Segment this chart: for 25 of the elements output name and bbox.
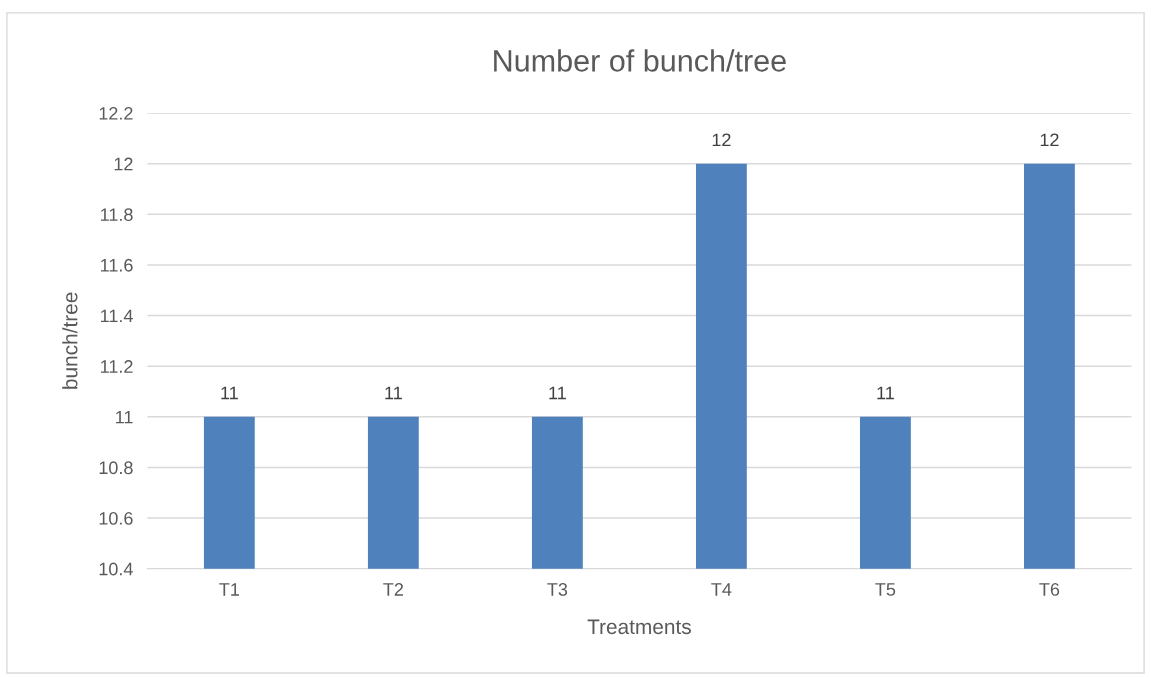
data-label: 11 — [221, 386, 238, 400]
y-tick-label: 10.8 — [99, 461, 133, 475]
x-tick-label: T3 — [547, 583, 568, 596]
y-tick-label: 11.6 — [101, 258, 133, 272]
data-label: 12 — [712, 133, 731, 147]
x-tick-label: T4 — [711, 583, 732, 596]
x-tick-label: T2 — [383, 583, 403, 596]
data-label: 11 — [385, 386, 402, 400]
y-tick-label: 10.4 — [99, 562, 133, 576]
data-label: 11 — [877, 386, 894, 400]
y-tick-label: 11.2 — [101, 360, 133, 373]
y-axis-title: bunch/tree — [62, 292, 78, 389]
x-tick-label: T1 — [219, 583, 239, 596]
y-tick-label: 11.8 — [101, 208, 133, 222]
x-tick-label: T5 — [875, 583, 896, 596]
x-tick-label: T6 — [1039, 583, 1060, 596]
data-label: 12 — [1040, 133, 1059, 147]
y-tick-label: 10.6 — [99, 511, 133, 525]
data-label: 11 — [549, 386, 566, 400]
chart-title: Number of bunch/tree — [494, 49, 786, 72]
y-tick-label: 11.4 — [101, 309, 133, 323]
y-tick-label: 12.2 — [99, 106, 133, 120]
x-axis-title: Treatments — [587, 619, 691, 635]
y-tick-label: 12 — [114, 157, 133, 171]
y-tick-label: 11 — [116, 410, 133, 424]
